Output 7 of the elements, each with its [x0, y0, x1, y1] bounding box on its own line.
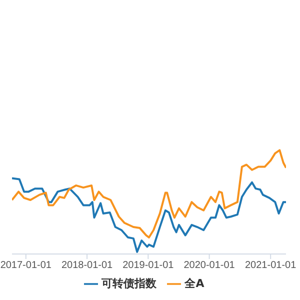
x-tick-label: 2021-01-01	[245, 260, 297, 272]
legend-label: 可转债指数	[102, 277, 157, 290]
x-tick-label: 2020-01-01	[184, 260, 236, 272]
x-tick-label: 2018-01-01	[61, 260, 114, 272]
x-tick-label: 2017-01-01	[0, 260, 52, 272]
legend-label: 全A	[184, 277, 204, 290]
x-tick-label: 2019-01-01	[122, 260, 174, 272]
